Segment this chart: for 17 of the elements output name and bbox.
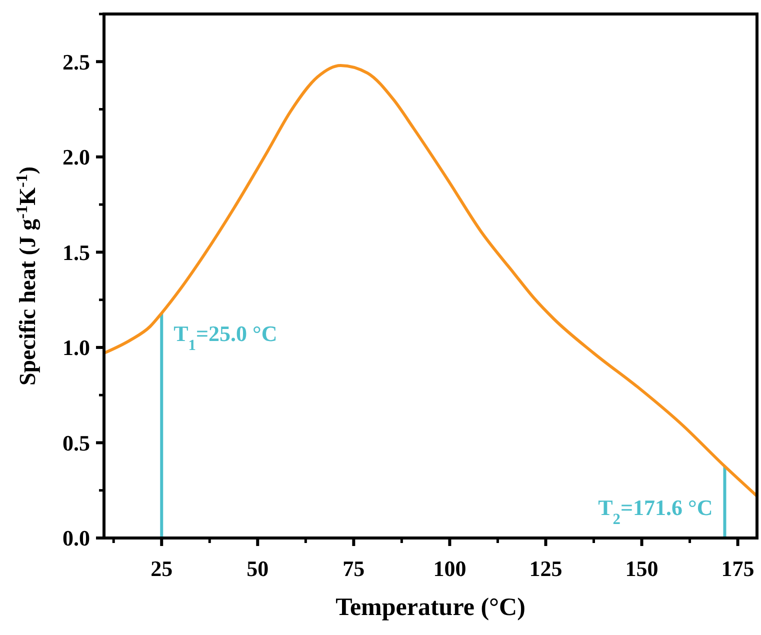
y-tick-label: 1.5 [62,240,90,265]
line-series [102,64,758,498]
x-axis-title: Temperature (°C) [336,594,526,621]
y-tick-label: 0.0 [62,526,90,551]
x-tick-label: 125 [529,556,562,581]
x-tick-label: 175 [721,556,754,581]
y-tick-label: 0.5 [62,430,90,456]
x-tick-label: 50 [246,556,269,581]
x-tick-label: 25 [150,556,173,581]
y-tick-label: 2.0 [62,144,90,170]
x-tick-label: 100 [433,556,466,581]
y-tick-label: 1.0 [62,335,90,360]
y-tick-label: 2.5 [62,49,90,74]
x-tick-label: 150 [625,556,658,581]
ref-line-label: T$_{1}$=25.0 °C [174,321,278,354]
x-tick-label: 75 [342,556,365,581]
ref-line-label: T$_{2}$=171.6 °C [598,495,713,528]
